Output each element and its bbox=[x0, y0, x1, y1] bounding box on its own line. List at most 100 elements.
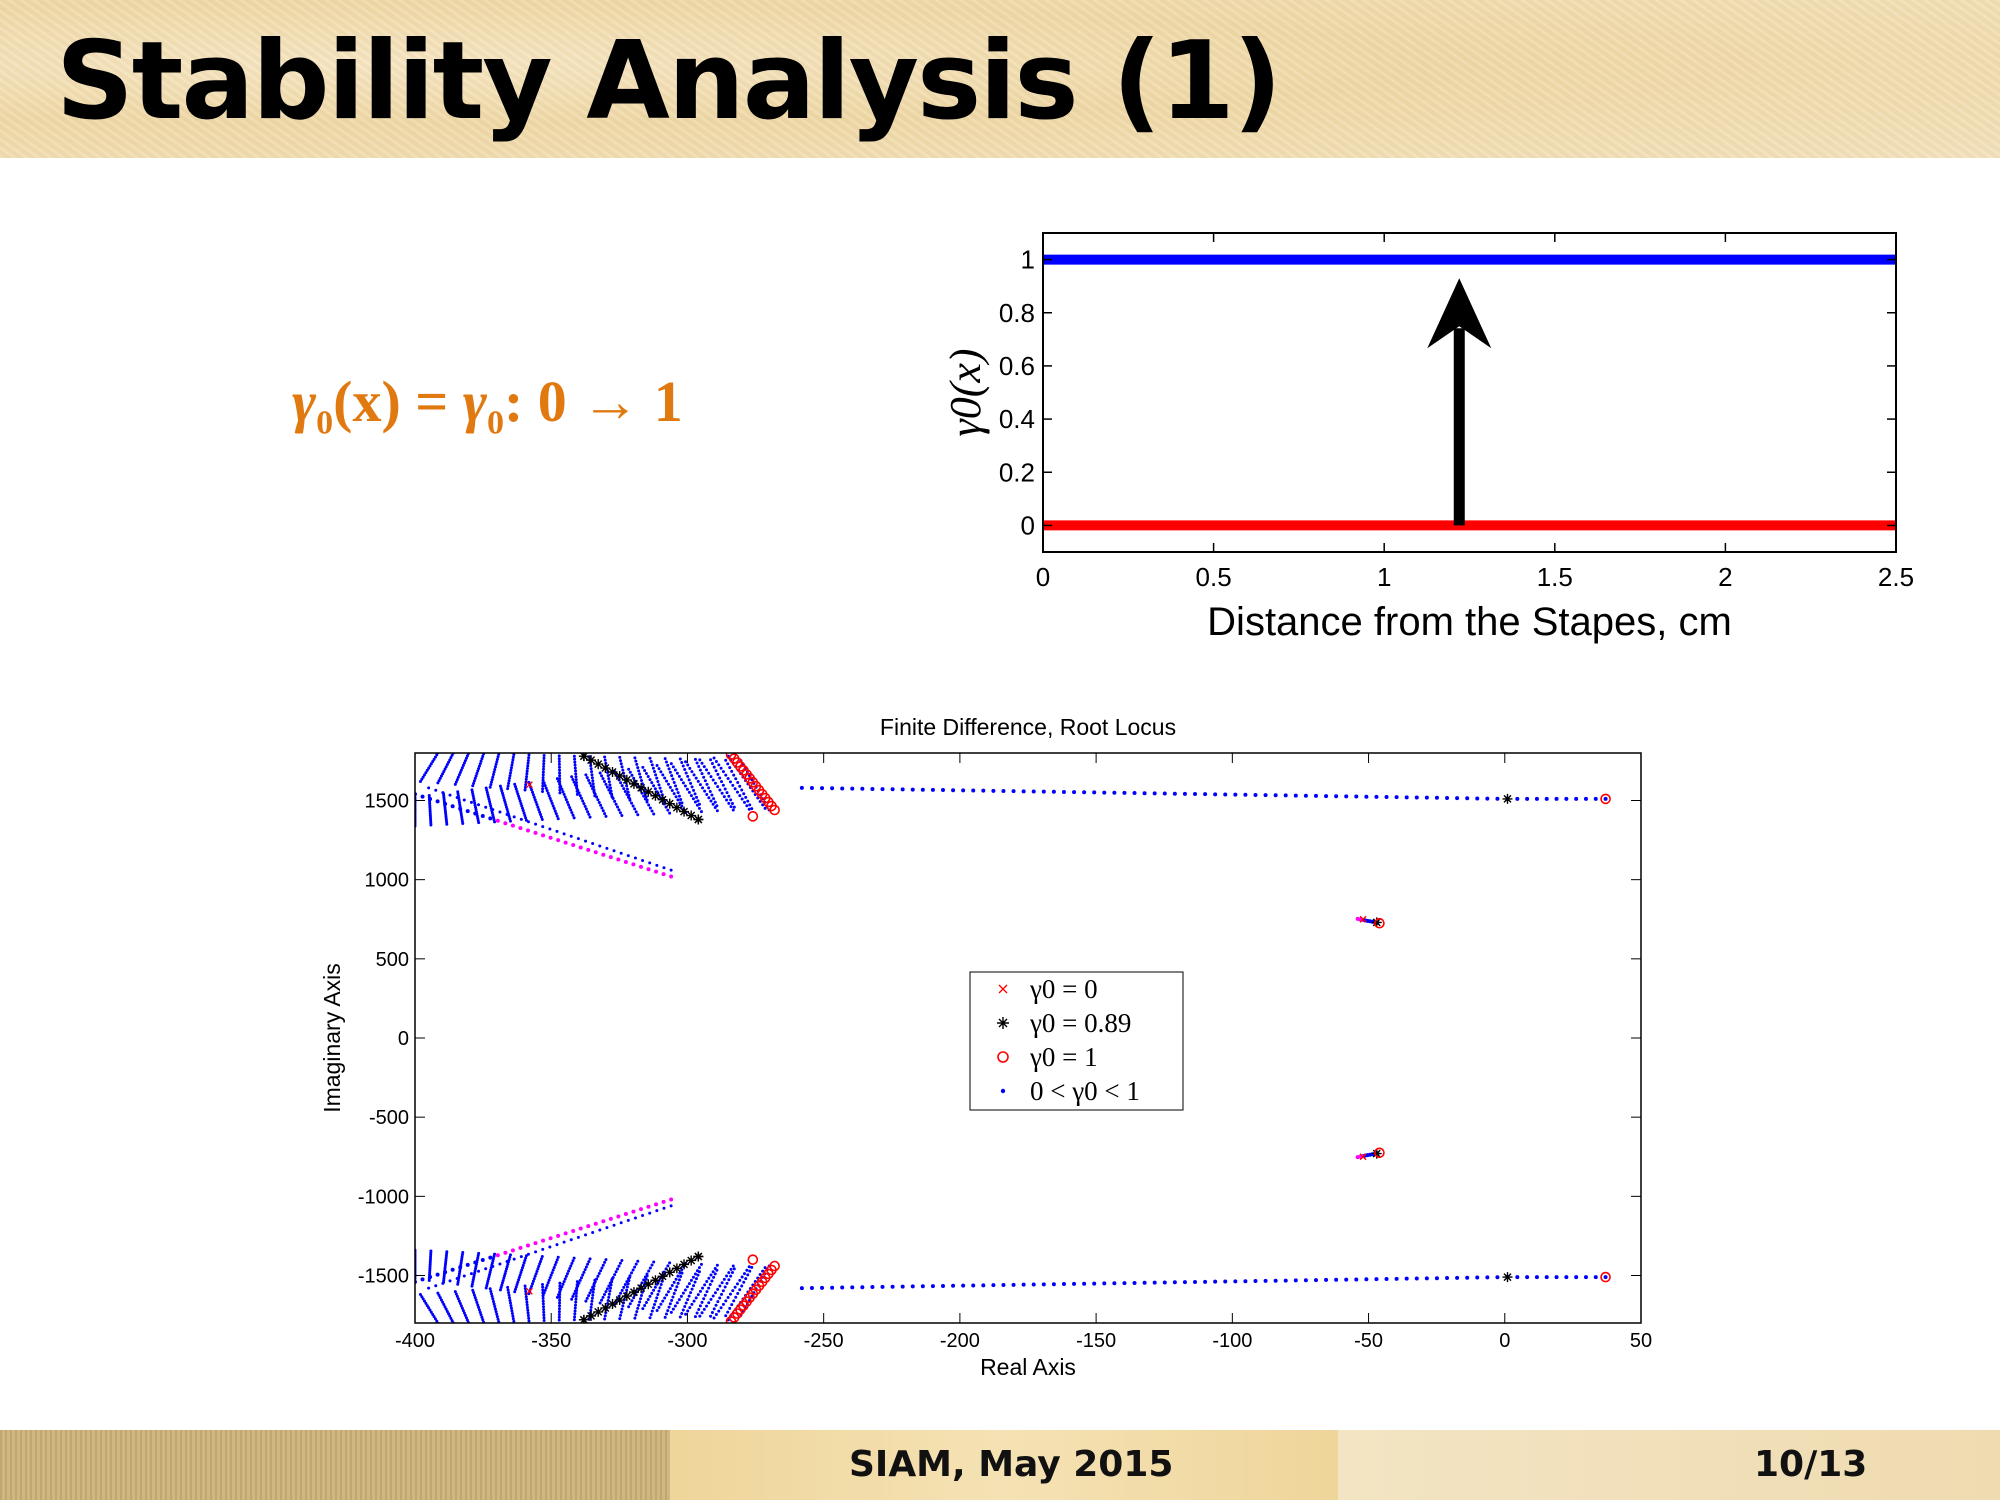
locus-dot bbox=[619, 851, 623, 855]
locus-dot bbox=[705, 1290, 709, 1294]
locus-dot bbox=[763, 806, 767, 810]
rl-y-tick-label: 1000 bbox=[365, 870, 410, 892]
locus-dot bbox=[448, 1314, 452, 1318]
locus-dot bbox=[679, 797, 683, 801]
locus-dot bbox=[563, 795, 567, 799]
locus-dot bbox=[1021, 789, 1026, 794]
locus-dot bbox=[655, 1308, 659, 1312]
locus-dot bbox=[1011, 789, 1016, 794]
locus-dot bbox=[541, 833, 546, 838]
locus-dot bbox=[487, 797, 491, 801]
locus-dot bbox=[648, 778, 652, 782]
locus-dot bbox=[587, 1294, 591, 1298]
locus-dot bbox=[459, 1304, 463, 1308]
locus-dot bbox=[623, 1212, 628, 1217]
locus-dot bbox=[435, 799, 440, 804]
locus-dot bbox=[584, 1233, 588, 1237]
locus-dot bbox=[506, 1288, 510, 1292]
locus-dot bbox=[656, 1293, 660, 1296]
rl-y-tick-label: -1500 bbox=[358, 1266, 409, 1288]
locus-dot bbox=[474, 1298, 478, 1302]
locus-dot bbox=[584, 1299, 588, 1303]
locus-dot bbox=[694, 776, 698, 780]
locus-dot bbox=[610, 792, 614, 796]
locus-dot bbox=[712, 756, 716, 760]
locus-dot bbox=[574, 1303, 578, 1307]
locus-dot bbox=[465, 809, 470, 814]
locus-dot bbox=[492, 818, 496, 822]
locus-dot bbox=[575, 786, 579, 790]
locus-dot bbox=[505, 807, 509, 811]
locus-dot bbox=[462, 761, 466, 765]
locus-dot bbox=[461, 821, 465, 825]
locus-dot bbox=[930, 1284, 935, 1289]
locus-dot bbox=[731, 1264, 735, 1268]
root-locus-legend: γ0 = 0 γ0 = 0.89 γ0 = 1 0 < γ0 < 1 bbox=[969, 971, 1184, 1111]
locus-dot bbox=[981, 788, 986, 793]
locus-dot bbox=[524, 816, 528, 820]
locus-dot bbox=[840, 1285, 845, 1290]
locus-dot bbox=[488, 802, 492, 806]
locus-dot bbox=[681, 764, 685, 768]
locus-dot bbox=[1283, 1278, 1288, 1283]
locus-dot bbox=[729, 798, 733, 802]
locus-dot bbox=[499, 1286, 503, 1290]
locus-dot bbox=[622, 787, 626, 791]
gamma-089-root bbox=[636, 782, 647, 793]
locus-dot bbox=[702, 765, 706, 769]
locus-dot bbox=[584, 773, 588, 777]
locus-dot bbox=[663, 1315, 667, 1319]
locus-dot bbox=[464, 756, 468, 760]
locus-dot bbox=[603, 755, 607, 759]
locus-dot bbox=[574, 1291, 578, 1295]
gamma-089-root bbox=[614, 770, 625, 781]
locus-dot bbox=[477, 764, 481, 768]
locus-dot bbox=[1283, 793, 1288, 798]
gamma-profile-series-group bbox=[1043, 254, 1896, 531]
locus-dot bbox=[537, 1264, 541, 1268]
locus-dot bbox=[593, 850, 598, 855]
locus-dot bbox=[530, 790, 534, 794]
locus-dot bbox=[541, 776, 545, 780]
locus-dot bbox=[573, 1315, 577, 1319]
locus-dot bbox=[728, 1306, 732, 1310]
locus-dot bbox=[574, 772, 578, 776]
locus-dot bbox=[465, 1262, 470, 1267]
gamma-formula: γ0(x) = γ0: 0 → 1 bbox=[292, 368, 683, 443]
locus-dot bbox=[1092, 1281, 1097, 1286]
locus-dot bbox=[696, 1293, 700, 1297]
locus-dot bbox=[557, 1312, 561, 1316]
locus-dot bbox=[671, 777, 675, 781]
locus-dot bbox=[498, 1288, 502, 1292]
locus-dot bbox=[507, 1291, 511, 1295]
locus-dot bbox=[715, 809, 719, 813]
locus-dot bbox=[747, 807, 751, 811]
locus-dot bbox=[510, 761, 514, 764]
locus-dot bbox=[672, 792, 676, 796]
locus-dot bbox=[519, 1255, 523, 1259]
locus-dot bbox=[711, 1270, 715, 1274]
locus-dot bbox=[491, 1299, 495, 1303]
locus-dot bbox=[525, 1243, 530, 1248]
locus-dot bbox=[670, 789, 674, 793]
locus-dot bbox=[639, 775, 643, 779]
locus-dot bbox=[1203, 1279, 1208, 1284]
locus-dot bbox=[574, 1297, 578, 1301]
locus-dot bbox=[525, 1303, 529, 1307]
locus-dot bbox=[458, 806, 463, 811]
locus-dot bbox=[572, 1292, 576, 1296]
locus-dot bbox=[608, 855, 613, 860]
locus-dot bbox=[991, 788, 996, 793]
locus-dot bbox=[607, 1284, 611, 1288]
locus-dot bbox=[544, 1286, 548, 1290]
locus-dot bbox=[603, 1314, 607, 1318]
locus-dot bbox=[656, 780, 660, 783]
locus-dot bbox=[712, 1307, 716, 1311]
locus-dot bbox=[677, 1278, 681, 1282]
root-locus-chart: -400 -350 -300 -250 -200 -150 -100 -50 0 50 -1500… bbox=[319, 714, 1652, 1380]
locus-dot bbox=[674, 1288, 678, 1292]
locus-dot bbox=[691, 1275, 695, 1279]
locus-dot bbox=[693, 792, 697, 796]
locus-dot bbox=[714, 1313, 718, 1317]
locus-dot bbox=[600, 1266, 604, 1270]
